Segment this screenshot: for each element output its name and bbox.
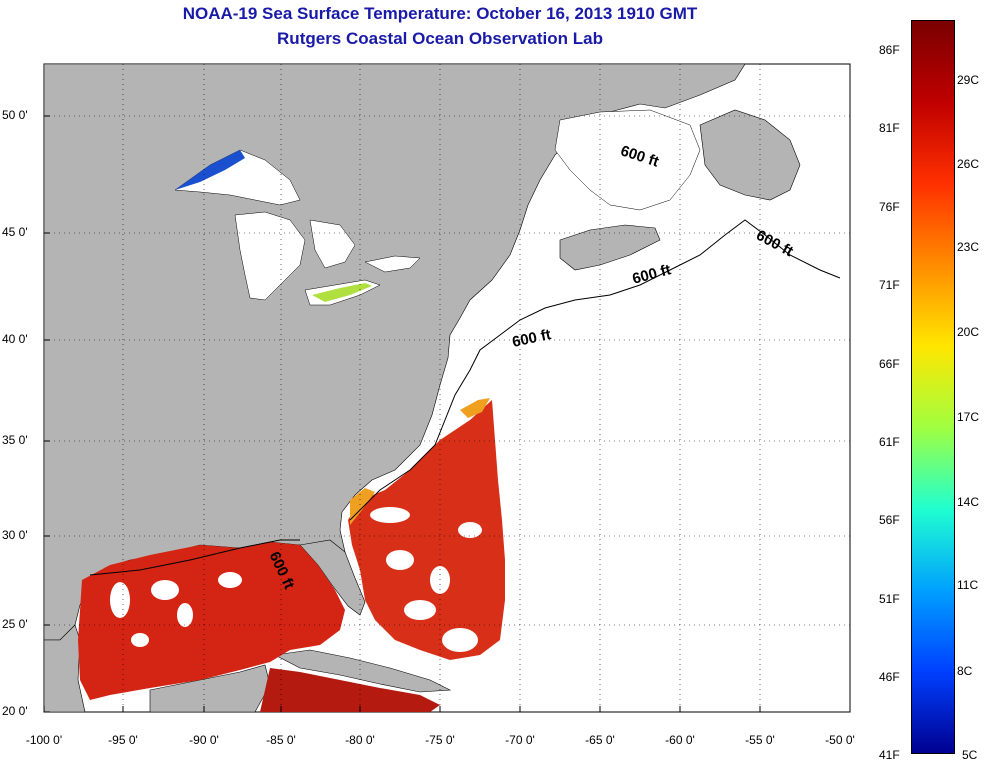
coastal-gradient-2 bbox=[460, 398, 490, 418]
colorbar-f-label: 71F bbox=[879, 278, 900, 292]
colorbar-f-label: 81F bbox=[879, 121, 900, 135]
lat-label-30: 30 0' bbox=[2, 528, 28, 542]
great-lakes bbox=[174, 149, 421, 306]
lon-label-100: -100 0' bbox=[25, 733, 63, 747]
colorbar-f-label: 61F bbox=[879, 435, 900, 449]
lake-superior-sst bbox=[175, 150, 245, 190]
lon-label-60: -60 0' bbox=[665, 733, 695, 747]
lon-label-55: -55 0' bbox=[745, 733, 775, 747]
cuba-land bbox=[274, 649, 452, 693]
coastal-gradient bbox=[350, 488, 375, 525]
lon-label-50: -50 0' bbox=[825, 733, 855, 747]
colorbar-c-label: 5C bbox=[962, 748, 978, 762]
cloud-patches bbox=[110, 507, 482, 652]
colorbar-f-label: 46F bbox=[879, 670, 900, 684]
colorbar-c-label: 11C bbox=[957, 578, 979, 592]
lat-label-20: 20 0' bbox=[2, 704, 28, 718]
colorbar-c-label: 26C bbox=[957, 157, 980, 171]
lake-erie-sst bbox=[312, 283, 372, 302]
nova-scotia-land bbox=[559, 224, 661, 271]
colorbar-c-label: 29C bbox=[957, 73, 980, 87]
colorbar-f-label: 66F bbox=[879, 357, 900, 371]
lat-label-25: 25 0' bbox=[2, 617, 28, 631]
gulf-st-lawrence bbox=[554, 109, 701, 211]
colorbar-f-label: 51F bbox=[879, 592, 900, 606]
colorbar-f-label: 76F bbox=[879, 200, 900, 214]
map-title: NOAA-19 Sea Surface Temperature: October… bbox=[182, 4, 698, 23]
map-subtitle: Rutgers Coastal Ocean Observation Lab bbox=[277, 29, 603, 48]
grid-lines bbox=[44, 64, 850, 712]
lat-label-45: 45 0' bbox=[2, 225, 28, 239]
colorbar-c-label: 20C bbox=[957, 325, 980, 339]
colorbar-c-label: 14C bbox=[957, 495, 980, 509]
colorbar-c-label: 23C bbox=[957, 240, 980, 254]
lon-label-95: -95 0' bbox=[108, 733, 138, 747]
lon-label-80: -80 0' bbox=[345, 733, 375, 747]
lat-label-35: 35 0' bbox=[2, 433, 28, 447]
colorbar-c-label: 8C bbox=[957, 664, 973, 678]
newfoundland-land bbox=[699, 109, 801, 201]
colorbar-f-label: 56F bbox=[879, 513, 900, 527]
lon-label-85: -85 0' bbox=[266, 733, 296, 747]
colorbar-f-label: 41F bbox=[879, 748, 900, 762]
caribbean-sst bbox=[260, 668, 440, 712]
lon-label-70: -70 0' bbox=[505, 733, 535, 747]
lat-label-50: 50 0' bbox=[2, 108, 28, 122]
colorbar-f-label: 86F bbox=[879, 43, 900, 57]
frame-ticks bbox=[43, 115, 851, 713]
lon-label-75: -75 0' bbox=[425, 733, 455, 747]
lon-label-90: -90 0' bbox=[189, 733, 219, 747]
colorbar-c-label: 17C bbox=[957, 410, 980, 424]
lat-label-40: 40 0' bbox=[2, 332, 28, 346]
isobath-600ft bbox=[349, 219, 841, 521]
atlantic-sst bbox=[348, 400, 505, 660]
lon-label-65: -65 0' bbox=[585, 733, 615, 747]
isobath-600ft-gulf bbox=[89, 539, 300, 576]
florida-land bbox=[299, 539, 366, 616]
temperature-colorbar bbox=[911, 20, 955, 754]
gulf-of-mexico-sst bbox=[78, 542, 345, 700]
